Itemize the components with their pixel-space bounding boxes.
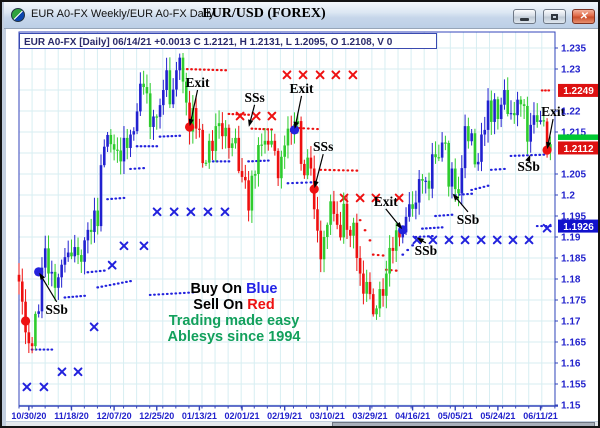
svg-text:1.2249: 1.2249 (563, 86, 594, 97)
svg-text:1.165: 1.165 (561, 338, 586, 349)
svg-text:1.2: 1.2 (561, 191, 575, 202)
svg-text:1.15: 1.15 (561, 401, 581, 412)
scrollbar-thumb[interactable] (332, 422, 595, 426)
app-icon (11, 8, 25, 22)
svg-text:Exit: Exit (541, 104, 566, 119)
svg-text:SSb: SSb (517, 159, 540, 174)
svg-text:1.16: 1.16 (561, 359, 581, 370)
svg-text:1.23: 1.23 (561, 65, 581, 76)
stop-dot-lines (30, 67, 552, 351)
chart-panel (6, 29, 598, 421)
candlesticks (17, 52, 552, 354)
chart-info-text: EUR A0-FX [Daily] 06/14/21 +0.0013 C 1.2… (24, 37, 393, 48)
svg-text:1.215: 1.215 (561, 128, 586, 139)
svg-text:SSb: SSb (457, 212, 480, 227)
horizontal-scrollbar[interactable] (6, 422, 598, 426)
svg-text:Ablesys since 1994: Ablesys since 1994 (167, 329, 300, 345)
svg-text:12/25/20: 12/25/20 (139, 411, 174, 421)
svg-text:SSs: SSs (244, 90, 264, 105)
svg-text:SSs: SSs (313, 139, 333, 154)
svg-text:1.18: 1.18 (561, 275, 581, 286)
svg-text:Buy On Blue: Buy On Blue (190, 281, 277, 297)
minimize-button[interactable] (513, 9, 537, 24)
price-boxes: 1.2249 1.2112 1.1926 (558, 83, 598, 233)
svg-text:1.1926: 1.1926 (563, 222, 594, 233)
y-axis: 1.235 1.23 1.22 1.215 1.205 1.2 1.195 1.19 1.185… (555, 44, 586, 412)
svg-text:1.175: 1.175 (561, 296, 586, 307)
svg-text:06/11/21: 06/11/21 (523, 411, 558, 421)
signal-labels: SSb Exit SSs Exit SSs Exit SSb SSb SSb Exit (39, 75, 566, 317)
svg-text:10/30/20: 10/30/20 (11, 411, 46, 421)
close-icon: ✕ (579, 11, 588, 22)
close-button[interactable]: ✕ (572, 9, 595, 24)
restore-icon (550, 14, 558, 20)
x-axis: 10/30/20 11/18/20 12/07/20 12/25/20 01/13/21… (11, 405, 558, 421)
svg-text:01/13/21: 01/13/21 (182, 411, 217, 421)
svg-text:SSb: SSb (415, 243, 438, 258)
grid (18, 32, 556, 406)
svg-text:1.2112: 1.2112 (563, 144, 593, 155)
svg-text:Trading made easy: Trading made easy (169, 313, 300, 329)
minimize-icon (520, 18, 530, 21)
svg-text:05/05/21: 05/05/21 (438, 411, 473, 421)
svg-text:02/19/21: 02/19/21 (267, 411, 302, 421)
svg-text:SSb: SSb (45, 302, 68, 317)
svg-text:1.195: 1.195 (561, 212, 586, 223)
svg-text:Exit: Exit (186, 75, 211, 90)
svg-text:1.235: 1.235 (561, 44, 586, 55)
restore-button[interactable] (542, 9, 566, 24)
chart-info-box: EUR A0-FX [Daily] 06/14/21 +0.0013 C 1.2… (19, 33, 437, 49)
svg-text:1.155: 1.155 (561, 380, 586, 391)
svg-text:11/18/20: 11/18/20 (54, 411, 89, 421)
svg-text:Exit: Exit (374, 194, 399, 209)
svg-text:02/01/21: 02/01/21 (225, 411, 260, 421)
svg-text:1.205: 1.205 (561, 170, 586, 181)
svg-text:1.22: 1.22 (561, 107, 581, 118)
svg-text:1.17: 1.17 (561, 317, 581, 328)
svg-text:03/10/21: 03/10/21 (310, 411, 345, 421)
symbol-title: EUR/USD (FOREX) (202, 6, 326, 21)
svg-text:12/07/20: 12/07/20 (97, 411, 132, 421)
svg-text:04/16/21: 04/16/21 (395, 411, 430, 421)
svg-text:03/29/21: 03/29/21 (352, 411, 387, 421)
window-title: EUR A0-FX Weekly/EUR A0-FX Daily (31, 8, 215, 20)
svg-text:1.19: 1.19 (561, 233, 581, 244)
titlebar[interactable]: EUR A0-FX Weekly/EUR A0-FX Daily EUR/USD… (4, 2, 598, 29)
window-controls: ✕ (511, 9, 595, 25)
svg-text:05/24/21: 05/24/21 (480, 411, 515, 421)
svg-text:1.185: 1.185 (561, 254, 586, 265)
svg-text:Sell On Red: Sell On Red (193, 297, 274, 313)
svg-text:Exit: Exit (290, 81, 315, 96)
trend-x-marks (22, 70, 552, 392)
